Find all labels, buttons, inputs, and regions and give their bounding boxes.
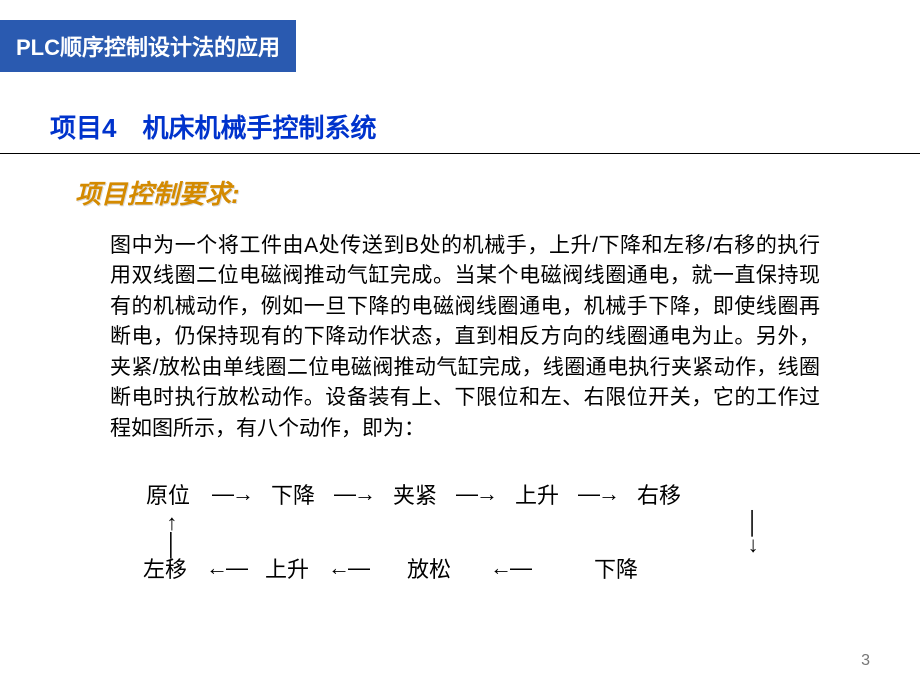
flow-node-right: 右移 xyxy=(634,478,684,510)
flow-node-up2: 上升 xyxy=(262,552,312,584)
flow-row-bottom: 左移 ←— 上升 ←— 放松 ←— 下降 xyxy=(140,548,780,588)
arrow-right-icon: —→ xyxy=(196,481,268,507)
flow-node-origin: 原位 xyxy=(140,478,196,510)
arrow-left-icon: ←— xyxy=(190,555,262,581)
divider-line xyxy=(0,153,920,154)
page-number: 3 xyxy=(861,652,870,670)
section-subtitle: 项目控制要求: xyxy=(75,174,920,211)
flow-node-down2: 下降 xyxy=(546,552,686,584)
flow-node-release: 放松 xyxy=(384,552,474,584)
flowchart: 原位 —→ 下降 —→ 夹紧 —→ 上升 —→ 右移 ↑ │ │ ↓ 左移 ←—… xyxy=(140,474,780,588)
flow-node-up1: 上升 xyxy=(512,478,562,510)
arrow-up-icon: ↑ xyxy=(166,512,177,534)
vbar-icon: │ xyxy=(746,512,760,534)
header-title: PLC顺序控制设计法的应用 xyxy=(16,35,280,60)
arrow-right-icon: —→ xyxy=(318,481,390,507)
vbar-icon: │ xyxy=(165,534,179,556)
flow-node-down1: 下降 xyxy=(268,478,318,510)
vert-arrow-left: ↑ │ xyxy=(165,512,179,556)
arrow-right-icon: —→ xyxy=(562,481,634,507)
arrow-left-icon: ←— xyxy=(312,555,384,581)
header-bar: PLC顺序控制设计法的应用 xyxy=(0,20,296,72)
arrow-down-icon: ↓ xyxy=(748,534,759,556)
project-title: 项目4 机床机械手控制系统 xyxy=(50,108,920,145)
flow-node-clamp: 夹紧 xyxy=(390,478,440,510)
arrow-right-icon: —→ xyxy=(440,481,512,507)
body-text: 图中为一个将工件由A处传送到B处的机械手，上升/下降和左移/右移的执行用双线圈二… xyxy=(110,231,820,444)
flow-row-top: 原位 —→ 下降 —→ 夹紧 —→ 上升 —→ 右移 xyxy=(140,474,780,514)
arrow-left-icon: ←— xyxy=(474,555,546,581)
vert-arrow-right: │ ↓ xyxy=(746,512,760,556)
flow-spacer xyxy=(140,514,780,548)
